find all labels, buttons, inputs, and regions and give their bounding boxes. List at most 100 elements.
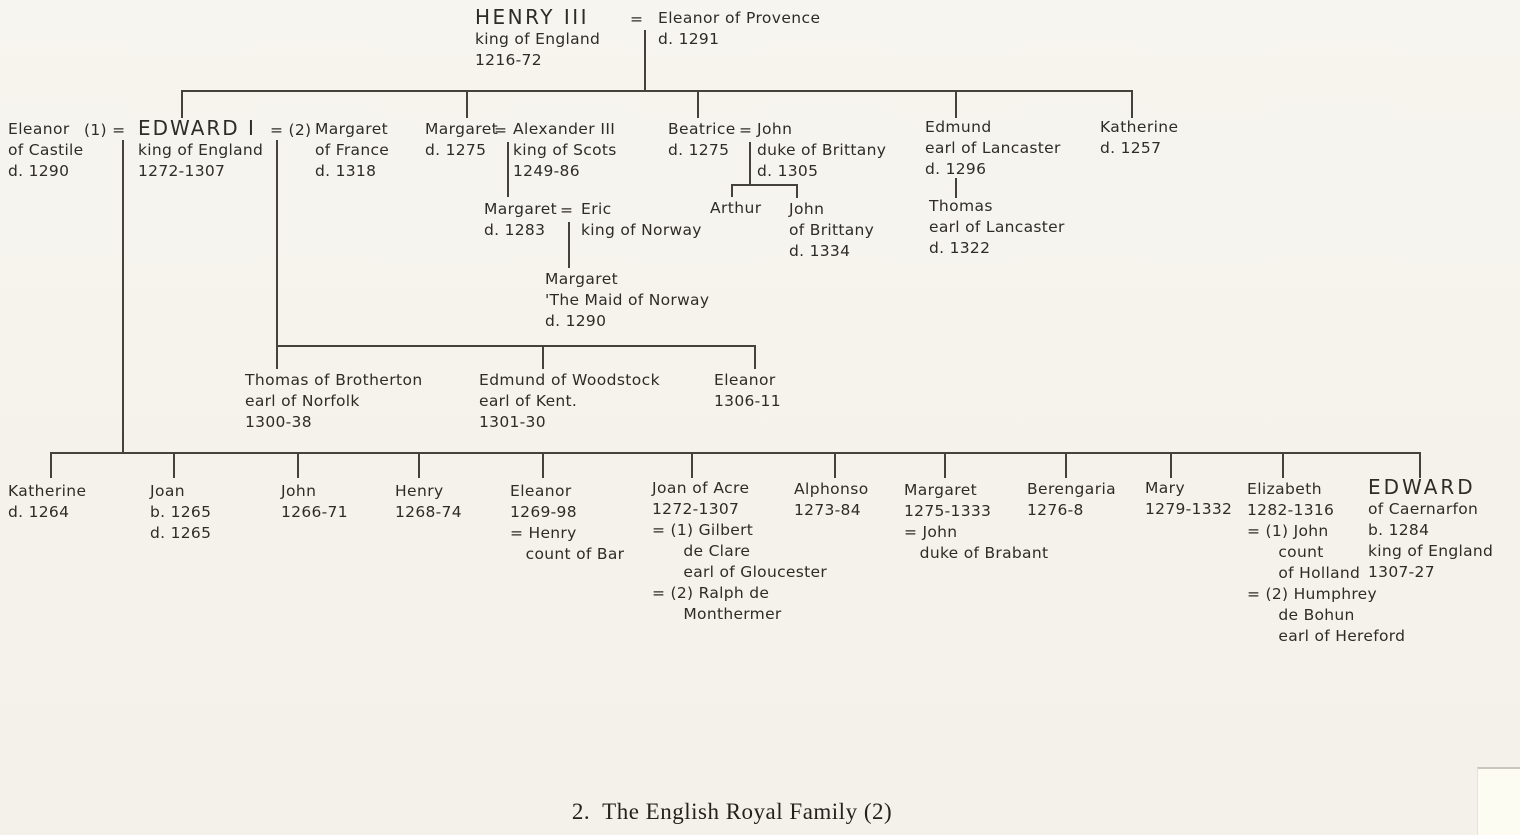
person-name: Elizabeth [1247,480,1322,498]
spouse-detail: de Clare [652,542,751,560]
person-margaret-maid-of-norway: Margaret 'The Maid of Norway d. 1290 [545,269,709,332]
connector-line [731,184,733,197]
person-detail: king of Norway [581,221,702,239]
person-detail: earl of Lancaster [929,218,1065,236]
person-name: Eric [581,200,612,218]
spouse-detail: count [1247,543,1324,561]
connector-line [754,345,756,369]
spouse-detail: = John [904,523,958,541]
person-detail: king of England [475,30,601,48]
person-name: Margaret [484,200,558,218]
person-name: John [757,120,793,138]
person-detail: d. 1334 [789,242,851,260]
person-name: HENRY III [475,5,590,29]
figure-caption: 2. The English Royal Family (2) [571,799,893,824]
person-name: Margaret [425,120,499,138]
spouse-detail: = (2) Humphrey [1247,585,1377,603]
connector-line [466,90,468,118]
connector-line [507,142,509,197]
person-eleanor-of-provence: Eleanor of Provence d. 1291 [658,8,820,50]
spouse-detail: count of Bar [510,545,625,563]
connector-line [418,452,420,478]
person-detail: earl of Kent. [479,392,578,410]
person-margaret-d1283: Margaret d. 1283 [484,199,557,241]
person-name: Eleanor [714,371,776,389]
person-alphonso: Alphonso 1273-84 [794,479,869,521]
person-detail: d. 1283 [484,221,546,239]
connector-line [644,30,646,90]
person-detail: d. 1275 [425,141,487,159]
person-detail: 1272-1307 [652,500,740,518]
person-detail: d. 1264 [8,503,70,521]
person-detail: b. 1284 [1368,521,1430,539]
person-eleanor-1269: Eleanor 1269-98 = Henry count of Bar [510,481,624,565]
marriage-symbol: = [494,121,508,139]
person-detail: d. 1257 [1100,139,1162,157]
person-detail: of Brittany [789,221,875,239]
person-detail: 1279-1332 [1145,500,1233,518]
connector-line [1419,452,1421,478]
person-eric-king-of-norway: Eric king of Norway [581,199,702,241]
person-detail: 1275-1333 [904,502,992,520]
connector-line [276,345,278,369]
person-detail: duke of Brittany [757,141,887,159]
person-name: Katherine [1100,118,1179,136]
connector-line [276,140,278,347]
spouse-detail: duke of Brabant [904,544,1049,562]
person-name: EDWARD I [138,116,256,140]
person-name: Thomas [929,197,993,215]
person-edward-of-caernarfon: EDWARD of Caernarfon b. 1284 king of Eng… [1368,476,1493,583]
person-john-duke-of-brittany: John duke of Brittany d. 1305 [757,119,886,182]
person-joan-1265: Joan b. 1265 d. 1265 [150,481,211,544]
connector-line [173,452,175,478]
spouse-detail: = (1) Gilbert [652,521,754,539]
person-edmund-of-woodstock: Edmund of Woodstock earl of Kent. 1301-3… [479,370,660,433]
connector-line [181,90,183,118]
spouse-detail: Monthermer [652,605,782,623]
person-thomas-earl-of-lancaster: Thomas earl of Lancaster d. 1322 [929,196,1065,259]
connector-line [955,90,957,118]
person-name: Eleanor [8,120,70,138]
person-elizabeth: Elizabeth 1282-1316 = (1) John count of … [1247,479,1405,647]
marriage-symbol: = [739,121,753,139]
person-margaret-d1275: Margaret d. 1275 [425,119,498,161]
person-detail: of Castile [8,141,84,159]
person-name: Edmund of Woodstock [479,371,660,389]
person-detail: 1307-27 [1368,563,1435,581]
person-detail: earl of Lancaster [925,139,1061,157]
connector-line [50,452,52,478]
person-detail: 1268-74 [395,503,462,521]
person-detail: d. 1296 [925,160,987,178]
connector-line [1282,452,1284,478]
person-detail: 1306-11 [714,392,781,410]
person-detail: 1300-38 [245,413,312,431]
connector-line [944,452,946,478]
person-name: John [281,482,317,500]
connector-line [796,184,798,198]
person-detail: 1269-98 [510,503,577,521]
person-detail: d. 1305 [757,162,819,180]
person-detail: d. 1290 [8,162,70,180]
connector-line [1065,452,1067,478]
connector-line [691,452,693,478]
person-eleanor-1306: Eleanor 1306-11 [714,370,781,412]
spouse-detail: = (2) Ralph de [652,584,770,602]
person-edmund-earl-of-lancaster: Edmund earl of Lancaster d. 1296 [925,117,1061,180]
person-name: Berengaria [1027,480,1117,498]
person-margaret-brabant: Margaret 1275-1333 = John duke of Braban… [904,480,1048,564]
connector-line [955,178,957,198]
spouse-detail: earl of Hereford [1247,627,1406,645]
person-detail: 1282-1316 [1247,501,1335,519]
connector-line [731,184,798,186]
connector-line [1131,90,1133,118]
person-berengaria: Berengaria 1276-8 [1027,479,1116,521]
connector-line [697,90,699,118]
person-edward-i: EDWARD I king of England 1272-1307 [138,117,263,182]
connector-line [834,452,836,478]
person-detail: king of England [138,141,264,159]
person-name: Mary [1145,479,1186,497]
person-detail: king of England [1368,542,1494,560]
marriage-symbol-second: = (2) [270,121,312,139]
person-name: Arthur [710,199,762,217]
spouse-detail: = (1) John [1247,522,1329,540]
